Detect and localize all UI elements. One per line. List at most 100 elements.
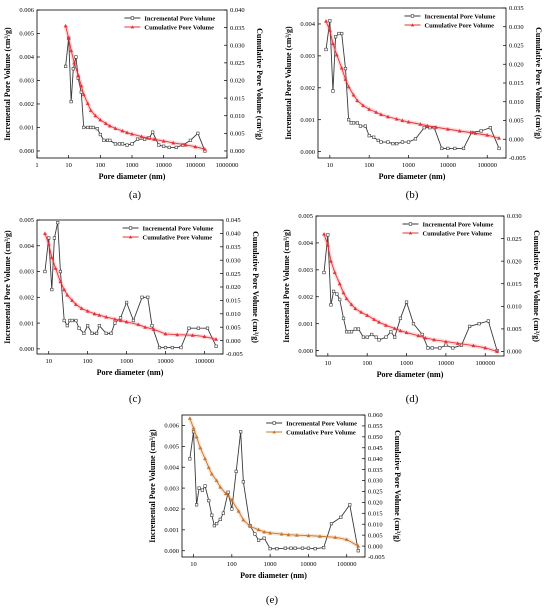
data-point: [275, 547, 279, 551]
data-point: [194, 503, 199, 507]
y2-tick-label: 0.030: [507, 213, 522, 220]
data-point: [418, 122, 423, 126]
data-point: [372, 135, 376, 139]
y-tick-label: 0.000: [19, 346, 34, 353]
data-point: [262, 529, 267, 534]
data-point: [49, 255, 54, 260]
data-point: [479, 129, 483, 133]
data-point: [193, 144, 198, 149]
y2-tick-label: 0.055: [368, 423, 383, 430]
x-tick-label: 100: [364, 162, 374, 169]
y2-tick-label: 0.010: [368, 521, 383, 528]
y2-tick-label: 0.005: [507, 326, 522, 333]
data-point: [283, 546, 287, 550]
data-point: [187, 416, 192, 420]
y-tick-label: 0.002: [164, 506, 179, 513]
data-point: [139, 134, 144, 139]
y2-tick-label: 0.030: [368, 478, 383, 485]
data-point: [346, 84, 351, 89]
x-tick-label: 10000: [440, 162, 456, 169]
series-cumulative: [42, 231, 219, 342]
data-point: [363, 124, 367, 128]
y-tick-label: 0.005: [164, 444, 179, 451]
data-point: [300, 546, 305, 550]
data-point: [356, 327, 361, 331]
data-point: [356, 544, 361, 548]
data-point: [379, 112, 383, 117]
data-point: [79, 90, 83, 94]
data-point: [183, 142, 188, 147]
x-tick-label: 1: [35, 162, 38, 169]
x-tick-label: 100000: [186, 162, 206, 169]
data-point: [218, 517, 222, 522]
y2-tick-label: 0.060: [368, 412, 383, 419]
y2-tick-label: 0.015: [507, 281, 522, 288]
x-tick-label: 10000: [300, 561, 316, 568]
data-point: [69, 48, 74, 53]
y-tick-label: 0.002: [19, 101, 34, 108]
y2-tick-label: 0.010: [509, 99, 524, 106]
data-point: [384, 323, 388, 327]
legend-swatch-marker: [272, 421, 276, 425]
series-line: [189, 431, 359, 551]
data-point: [361, 335, 365, 339]
data-point: [446, 146, 450, 151]
data-point: [486, 319, 490, 323]
data-point: [79, 306, 84, 310]
data-point: [473, 131, 478, 135]
data-point: [207, 499, 211, 503]
data-point: [157, 345, 162, 350]
data-point: [358, 124, 363, 128]
data-point: [187, 326, 191, 330]
data-point: [65, 324, 69, 328]
y2-tick-label: 0.025: [368, 489, 383, 496]
x-tick-label: 10: [65, 162, 72, 169]
data-point: [120, 142, 125, 146]
data-point: [329, 303, 333, 307]
data-point: [331, 41, 335, 46]
data-point: [145, 135, 150, 140]
data-point: [372, 317, 377, 321]
data-point: [69, 100, 73, 104]
panel-label: (a): [129, 189, 142, 201]
data-point: [120, 128, 125, 133]
x-axis-label: Pore diameter (nm): [379, 172, 446, 181]
data-point: [140, 295, 144, 299]
data-point: [82, 125, 86, 130]
data-point: [268, 530, 273, 535]
y2-axis-label: Cumulative Pore Volume (cm³/g): [251, 231, 260, 343]
x-axis-label: Pore diameter (nm): [97, 368, 164, 377]
y-tick-label: 0.000: [19, 148, 34, 155]
y-axis-label: Incremental Pore Volume (cm³/g): [3, 230, 12, 344]
data-point: [353, 306, 358, 311]
series-cumulative: [63, 23, 207, 152]
data-point: [230, 507, 234, 511]
y-tick-label: 0.004: [19, 54, 34, 61]
y-axis-label: Incremental Pore Volume (cm³/g): [284, 26, 293, 140]
data-point: [197, 486, 201, 490]
data-point: [393, 335, 397, 339]
data-point: [348, 503, 352, 507]
data-point: [395, 142, 399, 146]
y2-tick-label: 0.040: [368, 456, 383, 463]
data-point: [306, 546, 311, 550]
y-tick-label: 0.000: [298, 348, 313, 355]
legend-entry: Cumulative Pore Volume: [422, 230, 492, 237]
data-point: [394, 116, 399, 121]
data-point: [151, 327, 156, 331]
legend-entry: Incremental Pore Volume: [143, 225, 214, 232]
series-line: [323, 234, 498, 351]
data-point: [85, 101, 90, 105]
data-point: [430, 346, 434, 350]
data-point: [337, 31, 341, 36]
data-point: [93, 113, 98, 118]
data-point: [125, 143, 129, 147]
y2-tick-label: 0.035: [509, 5, 524, 12]
data-point: [411, 322, 416, 326]
data-point: [422, 126, 426, 130]
data-point: [406, 119, 411, 124]
data-point: [351, 92, 356, 97]
series-glow: [63, 25, 206, 152]
data-point: [214, 521, 219, 526]
x-tick-label: 100000: [477, 162, 497, 169]
